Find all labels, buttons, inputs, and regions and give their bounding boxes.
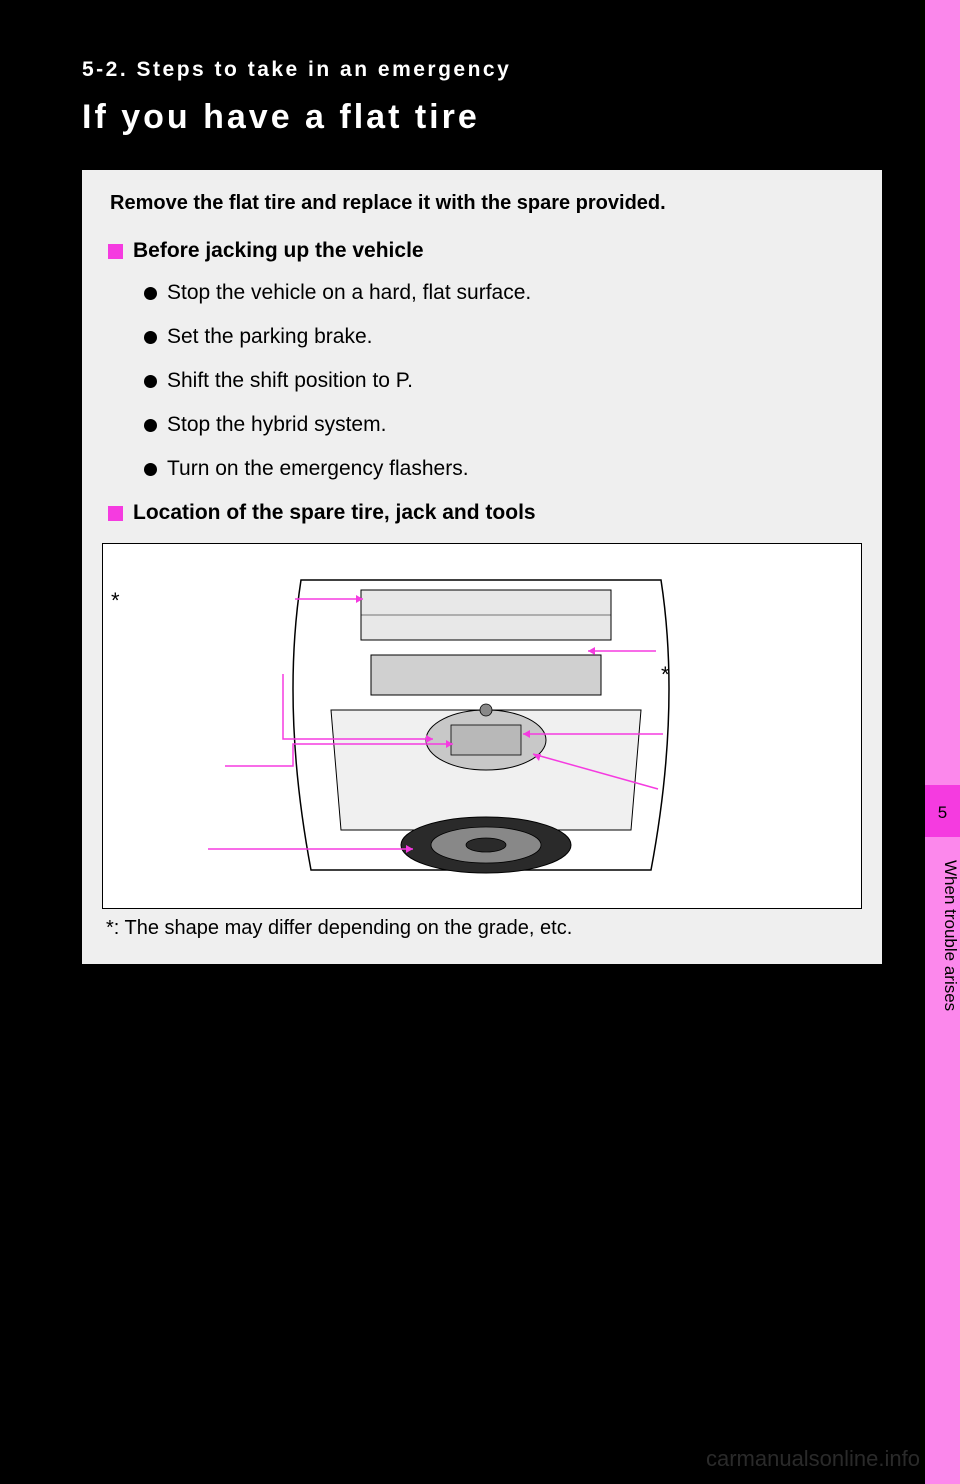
round-bullet-icon xyxy=(144,463,157,476)
bullet-text: Set the parking brake. xyxy=(167,325,372,349)
section-heading-location: Location of the spare tire, jack and too… xyxy=(102,501,862,525)
content-box: Remove the flat tire and replace it with… xyxy=(82,170,882,964)
round-bullet-icon xyxy=(144,287,157,300)
square-bullet-icon xyxy=(108,244,123,259)
page-title: If you have a flat tire xyxy=(82,98,925,137)
list-item: Stop the vehicle on a hard, flat surface… xyxy=(144,281,862,305)
watermark: carmanualsonline.info xyxy=(706,1446,920,1472)
section-heading-text: Before jacking up the vehicle xyxy=(133,239,424,263)
footnote: *: The shape may differ depending on the… xyxy=(102,917,862,940)
round-bullet-icon xyxy=(144,419,157,432)
bullet-text: Turn on the emergency flashers. xyxy=(167,457,469,481)
bullet-text: Shift the shift position to P. xyxy=(167,369,413,393)
section-heading-text: Location of the spare tire, jack and too… xyxy=(133,501,536,525)
round-bullet-icon xyxy=(144,331,157,344)
diagram-container: * * xyxy=(102,543,862,909)
list-item: Shift the shift position to P. xyxy=(144,369,862,393)
section-heading-before-jacking: Before jacking up the vehicle xyxy=(102,239,862,263)
list-item: Turn on the emergency flashers. xyxy=(144,457,862,481)
bullet-text: Stop the hybrid system. xyxy=(167,413,386,437)
vehicle-trunk-illustration xyxy=(271,560,691,900)
asterisk: * xyxy=(661,662,670,687)
chapter-label: 5-2. Steps to take in an emergency xyxy=(82,58,925,82)
sidebar-section-name: When trouble arises xyxy=(925,860,960,1011)
bullet-text: Stop the vehicle on a hard, flat surface… xyxy=(167,281,531,305)
asterisk: * xyxy=(111,588,120,613)
right-sidebar xyxy=(925,0,960,1484)
page-background: 5-2. Steps to take in an emergency If yo… xyxy=(0,0,925,1484)
sidebar-chapter-number: 5 xyxy=(925,803,960,823)
list-item: Set the parking brake. xyxy=(144,325,862,349)
round-bullet-icon xyxy=(144,375,157,388)
list-item: Stop the hybrid system. xyxy=(144,413,862,437)
before-jacking-list: Stop the vehicle on a hard, flat surface… xyxy=(102,281,862,481)
label-center-deck-board: * xyxy=(111,588,120,622)
square-bullet-icon xyxy=(108,506,123,521)
intro-text: Remove the flat tire and replace it with… xyxy=(102,192,862,215)
page-header: 5-2. Steps to take in an emergency If yo… xyxy=(0,0,925,137)
label-center-aux-box: * xyxy=(661,639,670,696)
